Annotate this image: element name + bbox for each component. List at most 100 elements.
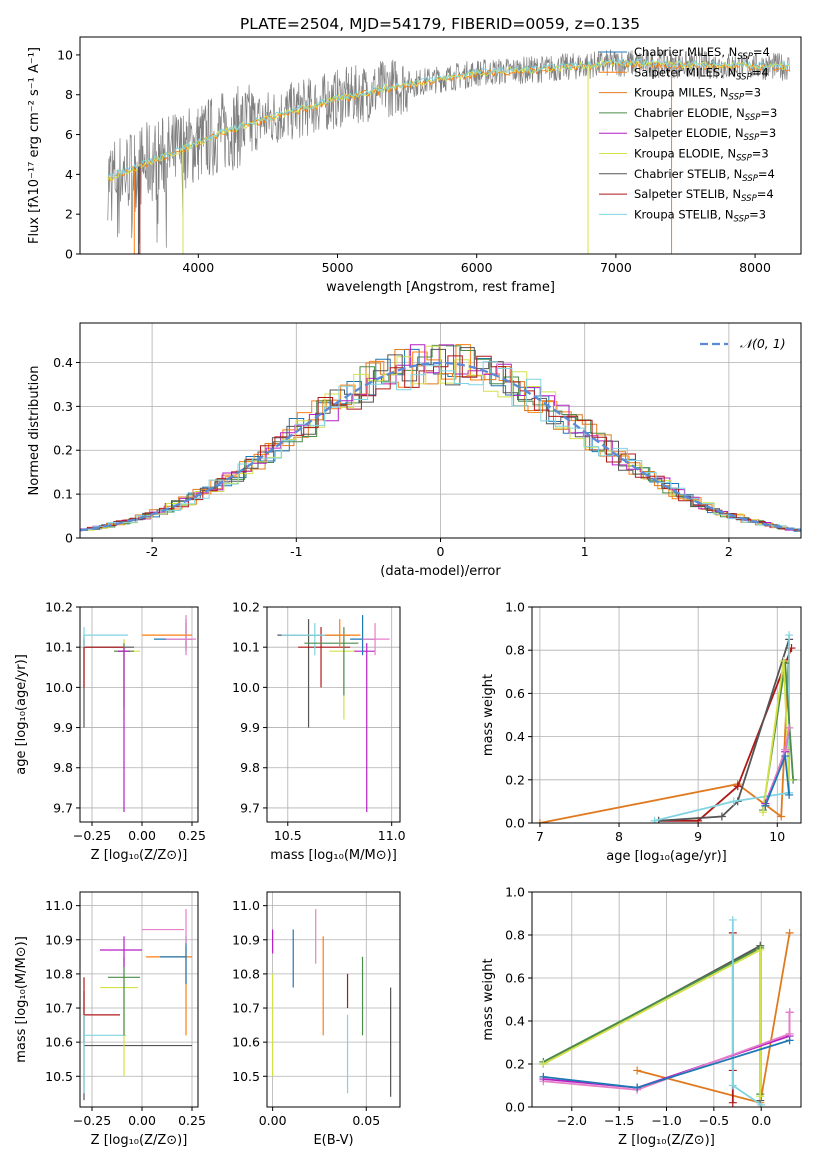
model-spectrum-line	[107, 57, 790, 178]
errorbar	[118, 647, 130, 812]
weight-marker	[729, 797, 738, 806]
figure-title: PLATE=2504, MJD=54179, FIBERID=0059, z=0…	[240, 15, 640, 33]
x-tick-label: -1	[290, 544, 302, 559]
weight-marker	[761, 801, 770, 810]
weight-marker	[779, 657, 788, 665]
x-axis-label: Z [log₁₀(Z/Z⊙)]	[91, 848, 188, 863]
x-tick-label: 0.05	[352, 1113, 380, 1128]
x-tick-label: 11.0	[378, 828, 406, 843]
errorbar	[354, 643, 376, 812]
y-tick-label: 9.9	[240, 720, 260, 735]
weight-line	[542, 944, 762, 1101]
errorbars	[83, 909, 192, 1101]
x-tick-label: −0.5	[699, 1113, 729, 1128]
errorbars	[83, 615, 196, 812]
x-tick-label: 2	[725, 544, 733, 559]
y-tick-label: 4	[65, 167, 73, 182]
y-tick-label: 9.8	[53, 760, 73, 775]
weight-marker	[785, 928, 794, 937]
errorbar	[83, 1014, 126, 1094]
weight-line	[636, 932, 791, 1104]
y-tick-label: 10.6	[232, 1035, 260, 1050]
errorbar	[298, 627, 351, 688]
y-tick-label: 10.8	[232, 966, 260, 981]
x-tick-label: 6000	[461, 260, 493, 275]
x-tick-label: 0	[437, 544, 445, 559]
weight-marker	[785, 1008, 794, 1017]
y-tick-label: 10.7	[45, 1001, 73, 1016]
x-axis-label: E(B-V)	[313, 1133, 353, 1148]
y-tick-label: 9.7	[240, 800, 260, 815]
errorbar	[142, 909, 187, 944]
y-axis-label: mass weight	[481, 958, 496, 1040]
y-tick-label: 10.1	[232, 640, 260, 655]
weight-marker	[633, 1083, 642, 1092]
weight-marker	[777, 812, 786, 821]
y-tick-label: 0.2	[505, 772, 525, 787]
x-tick-label: 0.25	[178, 828, 206, 843]
y-axis-label: Flux [fλ10⁻¹⁷ erg cm⁻² s⁻¹ A⁻¹]	[27, 47, 42, 244]
weight-marker	[759, 808, 768, 817]
x-tick-label: 7000	[600, 260, 632, 275]
legend-entry: Salpeter MILES, NSSP=4	[634, 65, 769, 82]
axes-frame	[79, 36, 802, 255]
x-axis-label: Z [log₁₀(Z/Z⊙)]	[618, 1133, 715, 1148]
weight-line	[543, 1012, 791, 1091]
histogram-series	[81, 344, 801, 530]
x-tick-label: −0.25	[73, 828, 111, 843]
y-tick-label: 2	[65, 207, 73, 222]
mass-vs-EBV-panel: 0.00 0.05 10.5 10.6 10.7 10.8 10.9 11.0 E(B-V)	[232, 891, 401, 1148]
y-tick-label: 0.2	[53, 443, 73, 458]
errorbar	[146, 946, 192, 1036]
x-tick-label: 0.00	[128, 828, 156, 843]
spectrum-lines	[107, 49, 791, 254]
weight-marker	[539, 1072, 548, 1081]
x-tick-label: −1.5	[604, 1113, 634, 1128]
weight-marker	[785, 723, 794, 732]
axes-frame	[79, 891, 199, 1108]
weight-marker	[717, 812, 726, 821]
y-tick-label: 1.0	[505, 885, 525, 900]
y-tick-label: 9.7	[53, 800, 73, 815]
x-axis-label: (data-model)/error	[380, 564, 501, 579]
errorbar	[83, 627, 128, 648]
axes-frame	[79, 606, 199, 823]
errorbar	[83, 990, 192, 1101]
y-tick-label: 1.0	[505, 600, 525, 615]
y-tick-label: 9.8	[240, 760, 260, 775]
weight-vs-age-panel: 7 8 9 10 0.0 0.2 0.4 0.6 0.8 1.0 age [log₁₀(age/yr…	[481, 600, 802, 864]
weight-marker	[633, 1066, 642, 1075]
errorbar	[362, 623, 390, 656]
x-tick-label: 0.00	[259, 1113, 287, 1128]
y-tick-label: 0.6	[505, 971, 525, 986]
y-tick-label: 10.5	[45, 1069, 73, 1084]
weight-marker	[733, 782, 742, 791]
y-tick-label: 10.9	[45, 932, 73, 947]
weight-marker	[785, 1036, 794, 1045]
x-tick-label: 1	[581, 544, 589, 559]
x-tick-label: −1.0	[651, 1113, 681, 1128]
x-axis-label: age [log₁₀(age/yr)]	[606, 849, 727, 864]
weight-marker	[539, 1060, 548, 1068]
weight-marker	[781, 752, 790, 761]
errorbar	[304, 627, 359, 696]
errorbar	[100, 973, 138, 1077]
axes-frame	[266, 606, 401, 823]
weight-series	[539, 915, 794, 1107]
errorbar	[166, 615, 196, 656]
gaussian-curve	[80, 361, 801, 532]
legend-entry: Chabrier MILES, NSSP=4	[634, 45, 770, 62]
legend-entry: Chabrier STELIB, NSSP=4	[634, 167, 775, 184]
y-tick-label: 0.0	[505, 1100, 525, 1115]
y-tick-label: 10.7	[232, 1001, 260, 1016]
y-tick-label: 10.5	[232, 1069, 260, 1084]
y-axis-label: Normed distribution	[27, 366, 42, 496]
y-tick-label: 0.2	[505, 1057, 525, 1072]
x-axis-label: wavelength [Angstrom, rest frame]	[326, 280, 555, 295]
histogram-series	[80, 355, 801, 531]
y-tick-label: 9.9	[53, 720, 73, 735]
residual-histograms	[80, 344, 801, 533]
errorbar	[281, 623, 346, 656]
legend-entry: 𝒩(0, 1)	[740, 336, 786, 351]
